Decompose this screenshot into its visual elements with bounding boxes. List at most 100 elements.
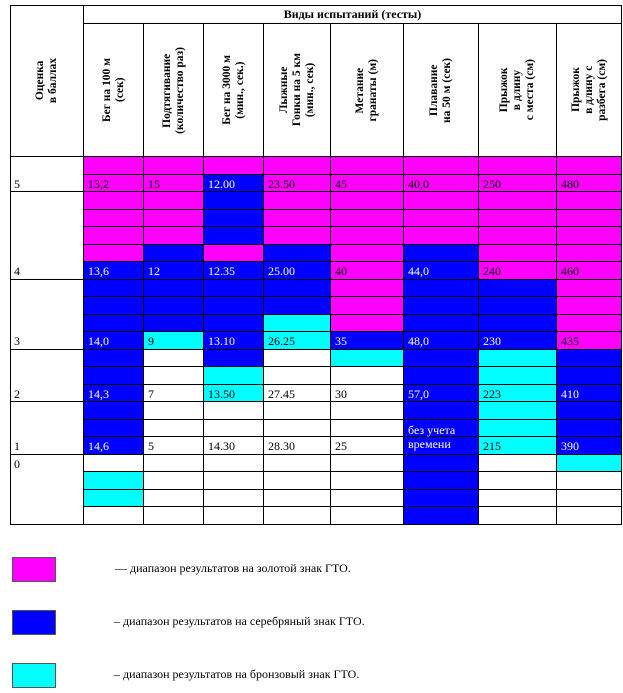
result-cell <box>203 191 264 210</box>
column-header-label: Бег на 3000 м (мин., сек.) <box>220 55 246 125</box>
result-cell: 223 <box>478 383 557 402</box>
result-value: 390 <box>561 439 579 453</box>
result-cell <box>330 156 404 175</box>
result-cell: 40,0 <box>403 173 479 192</box>
result-cell: 7 <box>143 383 204 402</box>
legend-text: — диапазон результатов на золотой знак Г… <box>115 561 351 575</box>
score-cell: 1 <box>10 401 84 455</box>
result-cell: 14.30 <box>203 436 264 455</box>
result-cell <box>263 313 331 332</box>
table-row: 13,2 15 12.00 23.50 45 40,0 250 480 <box>11 173 622 192</box>
result-cell <box>478 278 557 297</box>
result-cell <box>143 418 204 437</box>
table-row <box>11 418 622 437</box>
legend-text: – диапазон результатов на бронзовый знак… <box>114 667 360 681</box>
result-cell <box>263 243 331 262</box>
result-value: 35 <box>335 334 347 348</box>
column-header-label: Лыжные Гонки на 5 км (мин., сек) <box>277 53 316 127</box>
table-row <box>11 226 622 245</box>
table-row: 4 <box>10 191 622 280</box>
result-cell <box>330 191 404 210</box>
result-cell <box>263 418 331 437</box>
result-value: 45 <box>335 176 347 191</box>
result-value: 12 <box>148 264 160 278</box>
column-header-label: Метание гранаты (м) <box>354 58 379 122</box>
result-cell <box>330 208 404 227</box>
result-cell: 250 <box>478 173 557 192</box>
result-cell <box>83 191 144 210</box>
result-cell: 13.50 <box>203 383 264 402</box>
result-cell: 25 <box>330 436 404 455</box>
result-cell <box>403 366 479 385</box>
result-cell <box>330 506 404 525</box>
score-label: 3 <box>14 334 20 348</box>
column-header: Прыжок в длину с разбега (см) <box>556 23 622 157</box>
column-header-label: Плавание на 50 м (сек) <box>428 57 453 123</box>
result-cell <box>203 488 264 507</box>
column-header: Бег на 100 м (сек) <box>83 23 144 157</box>
table-row: 14,0 9 13.10 26.25 35 48,0 230 435 <box>11 331 622 350</box>
result-cell: 12 <box>143 261 204 280</box>
result-cell <box>478 366 557 385</box>
result-cell <box>478 506 557 525</box>
table-row <box>11 471 622 490</box>
table-row <box>11 313 622 332</box>
result-cell <box>478 401 557 420</box>
result-value: 9 <box>148 334 154 348</box>
result-cell <box>403 506 479 525</box>
result-cell <box>143 226 204 245</box>
result-cell <box>556 471 622 490</box>
score-cell: 0 <box>10 453 84 525</box>
result-cell: 25.00 <box>263 261 331 280</box>
table-row <box>11 488 622 507</box>
column-header-label: Прыжок в длину с разбега (см) <box>569 59 608 121</box>
result-cell <box>263 506 331 525</box>
result-value: 14,0 <box>88 334 109 348</box>
result-cell: 9 <box>143 331 204 350</box>
score-cell: 5 <box>10 156 84 192</box>
result-cell <box>143 208 204 227</box>
result-cell <box>203 243 264 262</box>
result-cell <box>478 488 557 507</box>
result-cell: 480 <box>556 173 622 192</box>
result-cell <box>203 226 264 245</box>
result-value: 30 <box>335 386 347 401</box>
result-cell <box>556 506 622 525</box>
score-label: 4 <box>14 264 20 278</box>
result-cell <box>403 471 479 490</box>
result-cell <box>403 453 479 472</box>
result-cell: 460 <box>556 261 622 280</box>
legend-text: – диапазон результатов на серебряный зна… <box>114 614 365 628</box>
result-value: 14,3 <box>88 386 109 401</box>
result-value: 25.00 <box>268 264 295 278</box>
result-cell <box>478 313 557 332</box>
result-value: 13.50 <box>208 386 235 401</box>
table-row: 13,6 12 12.35 25.00 40 44,0 240 460 <box>11 261 622 280</box>
legend-swatch <box>12 663 56 688</box>
column-header-label: Подтягивание (количество раз) <box>160 46 186 134</box>
result-cell: 5 <box>143 436 204 455</box>
score-label: 2 <box>14 386 20 401</box>
result-cell <box>83 506 144 525</box>
result-cell <box>263 401 331 420</box>
result-cell <box>478 243 557 262</box>
result-value: 223 <box>483 386 501 401</box>
result-cell <box>83 296 144 315</box>
result-cell <box>143 296 204 315</box>
column-header-label: Бег на 100 м (сек) <box>100 57 126 122</box>
score-label: 5 <box>14 176 20 191</box>
result-cell <box>403 401 479 420</box>
result-cell: 240 <box>478 261 557 280</box>
result-value: 13,2 <box>88 176 109 191</box>
result-cell <box>83 366 144 385</box>
result-cell <box>263 471 331 490</box>
table-row: 14,6 5 14.30 28.30 25 без учета времени 215 390 <box>11 423 622 455</box>
result-cell: 13,6 <box>83 261 144 280</box>
result-cell <box>203 296 264 315</box>
table-row <box>11 506 622 525</box>
result-value: 5 <box>148 439 154 453</box>
result-cell <box>143 471 204 490</box>
result-cell <box>203 156 264 175</box>
result-cell <box>203 401 264 420</box>
result-cell: 48,0 <box>403 331 479 350</box>
